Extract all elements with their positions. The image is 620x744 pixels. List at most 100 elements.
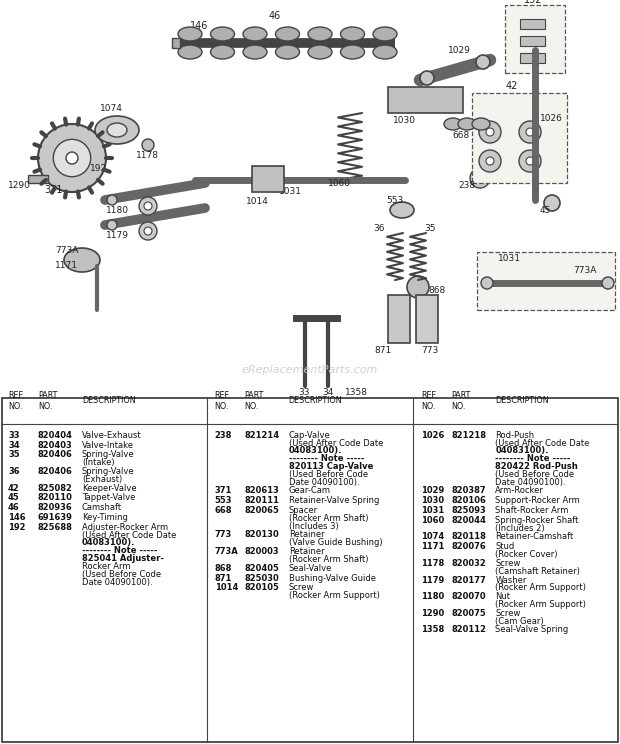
Text: 192: 192 xyxy=(8,523,25,532)
Text: -------- Note -----: -------- Note ----- xyxy=(82,546,157,555)
Circle shape xyxy=(66,152,78,164)
Circle shape xyxy=(486,157,494,165)
Text: 1029: 1029 xyxy=(422,487,445,496)
Circle shape xyxy=(144,202,152,210)
Ellipse shape xyxy=(107,123,127,137)
Text: 1171: 1171 xyxy=(422,542,445,551)
Circle shape xyxy=(142,139,154,151)
Text: 1060: 1060 xyxy=(328,179,351,187)
Text: 04083100).: 04083100). xyxy=(82,539,135,548)
Text: 820032: 820032 xyxy=(451,559,486,568)
Text: DESCRIPTION: DESCRIPTION xyxy=(289,397,342,405)
Text: PART
NO.: PART NO. xyxy=(38,391,58,411)
Text: -------- Note -----: -------- Note ----- xyxy=(495,455,571,464)
Text: (Intake): (Intake) xyxy=(82,458,115,467)
Text: Date 04090100).: Date 04090100). xyxy=(289,478,360,487)
Text: 820110: 820110 xyxy=(38,493,73,502)
Text: (Rocker Arm Support): (Rocker Arm Support) xyxy=(495,600,586,609)
Text: 34: 34 xyxy=(322,388,334,397)
Ellipse shape xyxy=(340,45,365,59)
Circle shape xyxy=(481,277,493,289)
Text: REF.
NO.: REF. NO. xyxy=(215,391,231,411)
Text: Seal-Valve: Seal-Valve xyxy=(289,564,332,573)
Bar xyxy=(520,36,545,46)
Text: 1180: 1180 xyxy=(106,205,129,214)
Ellipse shape xyxy=(472,118,490,130)
Text: (Used Before Code: (Used Before Code xyxy=(82,570,161,579)
Circle shape xyxy=(144,227,152,235)
Bar xyxy=(477,252,615,310)
Text: 1026: 1026 xyxy=(422,431,445,440)
Text: Rocker Arm: Rocker Arm xyxy=(82,562,130,571)
Text: Date 04090100).: Date 04090100). xyxy=(495,478,566,487)
Bar xyxy=(28,175,48,183)
Text: 820112: 820112 xyxy=(451,626,486,635)
Bar xyxy=(388,295,410,343)
Text: (Exhaust): (Exhaust) xyxy=(82,475,122,484)
Text: Retainer-Camshaft: Retainer-Camshaft xyxy=(495,533,574,542)
Circle shape xyxy=(420,71,434,85)
Ellipse shape xyxy=(243,45,267,59)
Text: eReplacementParts.com: eReplacementParts.com xyxy=(242,365,378,375)
Text: 820422 Rod-Push: 820422 Rod-Push xyxy=(495,462,578,471)
Text: Tappet-Valve: Tappet-Valve xyxy=(82,493,135,502)
Text: 1358: 1358 xyxy=(422,626,445,635)
Text: (Valve Guide Bushing): (Valve Guide Bushing) xyxy=(289,539,383,548)
Text: Spring-Valve: Spring-Valve xyxy=(82,450,135,460)
Text: 1178: 1178 xyxy=(136,150,159,159)
Text: 820113 Cap-Valve: 820113 Cap-Valve xyxy=(289,462,373,471)
Text: Gear-Cam: Gear-Cam xyxy=(289,487,330,496)
Text: 1014: 1014 xyxy=(215,583,238,592)
Text: 553: 553 xyxy=(215,496,232,505)
Text: 773A: 773A xyxy=(215,547,239,556)
Text: 871: 871 xyxy=(374,345,391,355)
Text: Camshaft: Camshaft xyxy=(82,503,122,513)
Text: 371: 371 xyxy=(44,185,63,195)
Ellipse shape xyxy=(340,27,365,41)
Text: 1179: 1179 xyxy=(106,231,129,240)
Text: 46: 46 xyxy=(8,503,20,513)
Text: Rod-Push: Rod-Push xyxy=(495,431,534,440)
Text: 238: 238 xyxy=(215,431,232,440)
Text: (Used After Code Date: (Used After Code Date xyxy=(495,439,590,448)
Text: 1031: 1031 xyxy=(422,506,445,515)
Circle shape xyxy=(479,121,501,143)
Text: 34: 34 xyxy=(8,440,20,449)
Text: 820404: 820404 xyxy=(38,431,73,440)
Text: (Used After Code Date: (Used After Code Date xyxy=(82,530,176,539)
Circle shape xyxy=(519,150,541,172)
Circle shape xyxy=(526,128,534,136)
Ellipse shape xyxy=(373,45,397,59)
Bar xyxy=(520,19,545,29)
Ellipse shape xyxy=(178,45,202,59)
Text: 825030: 825030 xyxy=(245,574,280,583)
Ellipse shape xyxy=(390,202,414,218)
Ellipse shape xyxy=(308,45,332,59)
Bar xyxy=(388,87,463,113)
Text: Stud: Stud xyxy=(495,542,515,551)
Text: 192: 192 xyxy=(90,164,107,173)
Text: Arm-Rocker: Arm-Rocker xyxy=(495,487,544,496)
Text: (Includes 3): (Includes 3) xyxy=(289,522,339,530)
Ellipse shape xyxy=(275,27,299,41)
Text: 35: 35 xyxy=(8,450,20,460)
Text: 821214: 821214 xyxy=(245,431,280,440)
Text: 773: 773 xyxy=(421,345,438,355)
Text: (Includes 2): (Includes 2) xyxy=(495,524,545,533)
Text: 820070: 820070 xyxy=(451,592,486,601)
Text: 825688: 825688 xyxy=(38,523,73,532)
Text: 371: 371 xyxy=(215,487,232,496)
Text: (Camshaft Retainer): (Camshaft Retainer) xyxy=(495,567,580,576)
Text: Support-Rocker Arm: Support-Rocker Arm xyxy=(495,496,580,505)
Text: 668: 668 xyxy=(452,130,469,140)
Text: Washer: Washer xyxy=(495,576,527,585)
Text: 820387: 820387 xyxy=(451,487,486,496)
Circle shape xyxy=(602,277,614,289)
Text: 04083100).: 04083100). xyxy=(495,446,549,455)
Text: Seal-Valve Spring: Seal-Valve Spring xyxy=(495,626,569,635)
Text: 825082: 825082 xyxy=(38,484,73,493)
Text: Screw: Screw xyxy=(495,559,521,568)
Ellipse shape xyxy=(308,27,332,41)
Text: Valve-Exhaust: Valve-Exhaust xyxy=(82,431,141,440)
Text: 45: 45 xyxy=(8,493,20,502)
